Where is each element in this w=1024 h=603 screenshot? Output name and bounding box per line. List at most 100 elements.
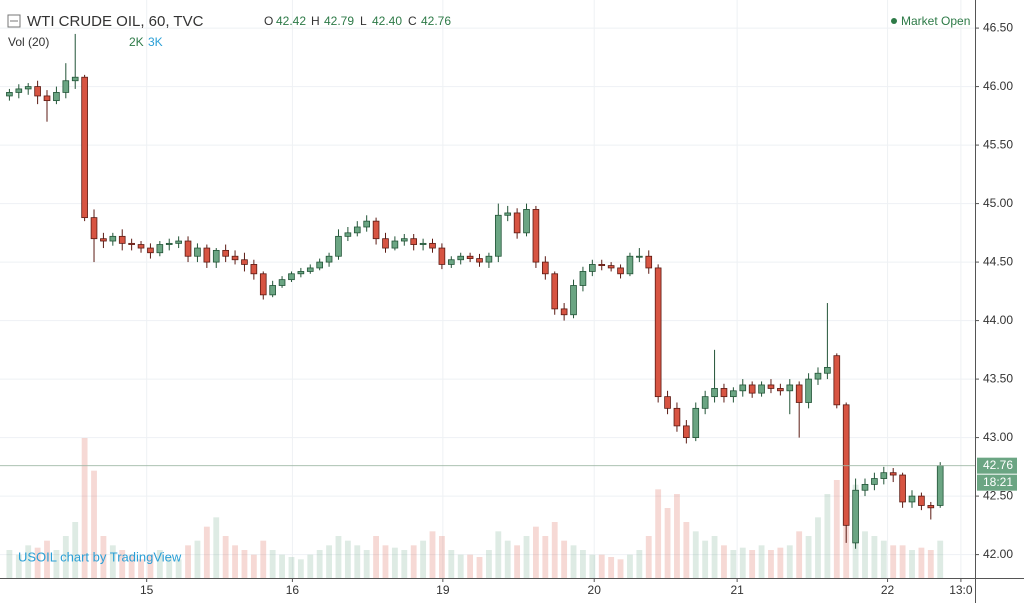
candle-body bbox=[748, 384, 756, 394]
menu-icon[interactable] bbox=[7, 14, 21, 28]
candle-body bbox=[758, 384, 765, 394]
candle-body bbox=[598, 264, 606, 266]
candle-body bbox=[71, 76, 79, 82]
candle-body bbox=[861, 483, 869, 491]
candle-body bbox=[250, 264, 258, 275]
candle-body bbox=[100, 238, 107, 242]
candle-body bbox=[513, 212, 521, 234]
volume-bar bbox=[457, 554, 464, 578]
candle-body bbox=[871, 478, 878, 485]
volume-bar bbox=[664, 508, 671, 578]
volume-bar bbox=[128, 554, 135, 578]
candle-body bbox=[485, 255, 493, 263]
volume-bar bbox=[730, 550, 737, 578]
x-tick-label: 19 bbox=[436, 583, 450, 597]
volume-bar bbox=[927, 550, 934, 578]
volume-bar bbox=[307, 554, 314, 578]
candle-body bbox=[81, 76, 88, 219]
volume-bar bbox=[739, 547, 746, 578]
x-tick-label: 16 bbox=[286, 583, 300, 597]
volume-bar bbox=[100, 536, 107, 578]
y-tick-label: 45.00 bbox=[983, 196, 1013, 210]
candle-body bbox=[542, 261, 549, 275]
candle-body bbox=[607, 265, 615, 269]
candle-body bbox=[673, 407, 681, 427]
volume-bar bbox=[72, 522, 79, 578]
candle-body bbox=[805, 378, 812, 403]
candle-body bbox=[297, 271, 305, 275]
volume-bar bbox=[749, 550, 756, 578]
volume-bar bbox=[382, 545, 389, 578]
candle-body bbox=[335, 235, 342, 257]
volume-bar bbox=[692, 531, 699, 578]
candle-body bbox=[692, 407, 700, 438]
candle-body bbox=[457, 255, 465, 261]
volume-bar bbox=[279, 554, 285, 578]
volume-bar bbox=[909, 550, 915, 578]
candle-body bbox=[852, 489, 859, 544]
volume-bar bbox=[890, 545, 897, 578]
candle-body bbox=[419, 242, 427, 245]
candle-body bbox=[43, 95, 51, 102]
candle-body bbox=[636, 255, 643, 258]
candle-body bbox=[156, 244, 164, 254]
candle-body bbox=[626, 255, 634, 275]
candle-body bbox=[24, 86, 32, 90]
candle-body bbox=[175, 240, 182, 244]
candle-body bbox=[730, 390, 737, 398]
volume-bar bbox=[711, 536, 718, 578]
volume-bar bbox=[476, 557, 483, 578]
countdown-tag bbox=[977, 474, 1017, 491]
volume-bar bbox=[495, 531, 502, 578]
candle-body bbox=[391, 240, 399, 249]
ohlc-value: 42.79 bbox=[324, 14, 354, 28]
volume-bar bbox=[533, 526, 539, 578]
candle-body bbox=[53, 92, 60, 102]
candle-body bbox=[147, 247, 154, 254]
volume-bar bbox=[655, 489, 662, 578]
candle-body bbox=[523, 209, 530, 234]
candle-body bbox=[786, 384, 794, 392]
candle-body bbox=[617, 267, 624, 275]
candle-body bbox=[306, 267, 314, 272]
volume-bar bbox=[185, 545, 191, 578]
plot bbox=[0, 0, 975, 578]
candle-body bbox=[842, 404, 850, 526]
volume-bar bbox=[862, 531, 868, 578]
volume-bar bbox=[561, 540, 568, 578]
volume-bar bbox=[335, 536, 342, 578]
candle-body bbox=[410, 238, 418, 245]
candle-body bbox=[654, 267, 662, 398]
volume-bar bbox=[589, 554, 596, 578]
candle-body bbox=[400, 238, 408, 242]
y-tick-label: 42.50 bbox=[983, 488, 1013, 502]
volume-bar bbox=[438, 536, 445, 578]
watermark[interactable]: USOIL chart by TradingView bbox=[18, 549, 182, 564]
volume-bar bbox=[796, 531, 803, 578]
candle-body bbox=[720, 388, 728, 398]
candle-body bbox=[701, 396, 709, 409]
candle-body bbox=[231, 255, 239, 261]
candle-body bbox=[165, 242, 173, 245]
candle-body bbox=[824, 366, 831, 374]
candle-body bbox=[645, 255, 653, 269]
ohlc-value: 42.40 bbox=[372, 14, 402, 28]
volume-bar bbox=[608, 557, 615, 578]
candle-body bbox=[560, 308, 568, 316]
ohlc-name: H bbox=[311, 14, 320, 28]
candle-body bbox=[128, 242, 135, 245]
volume-bar bbox=[871, 536, 878, 578]
y-tick-label: 46.00 bbox=[983, 79, 1013, 93]
volume-bar bbox=[551, 522, 558, 578]
candle-body bbox=[316, 261, 323, 269]
volume-bar bbox=[598, 554, 605, 578]
candle-body bbox=[447, 259, 455, 265]
candle-body bbox=[833, 355, 841, 406]
candle-body bbox=[118, 235, 126, 244]
volume-bar bbox=[410, 545, 417, 578]
volume-bar bbox=[899, 545, 906, 578]
candle-body bbox=[795, 384, 803, 403]
candle-body bbox=[504, 212, 512, 216]
